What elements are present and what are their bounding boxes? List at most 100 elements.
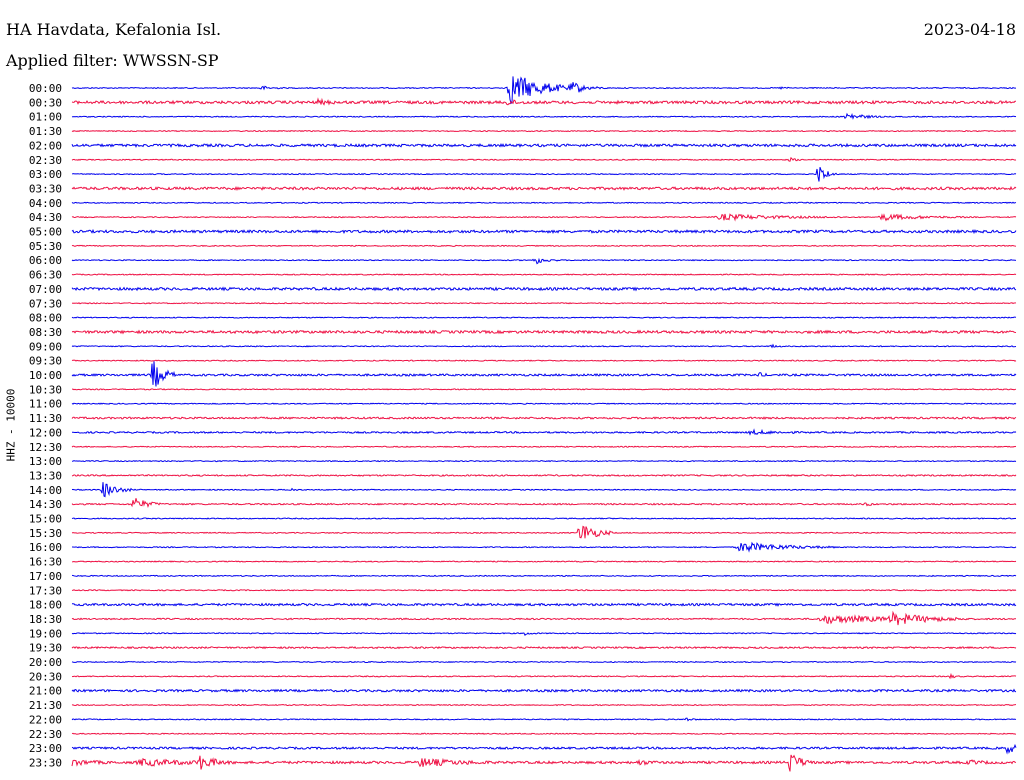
trace-row [71, 743, 1017, 755]
row-time-label: 05:30 [29, 240, 62, 253]
row-time-label: 18:30 [29, 613, 62, 626]
trace-row [71, 482, 1017, 498]
row-time-label: 16:30 [29, 556, 62, 569]
trace-row [71, 525, 1017, 539]
trace-row [71, 316, 1017, 319]
row-time-label: 07:00 [29, 283, 62, 296]
row-time-label: 17:30 [29, 584, 62, 597]
trace-row [71, 428, 1017, 436]
row-time-label: 02:00 [29, 139, 62, 152]
row-time-label: 15:00 [29, 513, 62, 526]
trace-row [71, 142, 1017, 148]
row-time-label: 22:30 [29, 728, 62, 741]
row-time-label: 20:00 [29, 656, 62, 669]
row-time-label: 21:30 [29, 699, 62, 712]
row-time-label: 22:00 [29, 713, 62, 726]
trace-row [71, 213, 1017, 222]
trace-row [71, 286, 1017, 292]
trace-row [71, 273, 1017, 276]
trace-row [71, 574, 1017, 578]
row-time-label: 01:00 [29, 111, 62, 124]
row-time-label: 13:30 [29, 469, 62, 482]
trace-row [71, 646, 1017, 650]
trace-row [71, 185, 1017, 191]
trace-row [71, 632, 1017, 636]
trace-row [71, 201, 1017, 204]
row-time-label: 21:00 [29, 685, 62, 698]
row-time-label: 01:30 [29, 125, 62, 138]
trace-row [71, 703, 1017, 707]
row-time-label: 03:30 [29, 182, 62, 195]
row-time-label: 23:30 [29, 756, 62, 769]
row-time-label: 05:00 [29, 226, 62, 239]
row-time-label: 06:30 [29, 269, 62, 282]
row-time-label: 06:00 [29, 254, 62, 267]
trace-row [71, 688, 1017, 693]
row-time-label: 14:30 [29, 498, 62, 511]
row-time-label: 19:00 [29, 627, 62, 640]
trace-row [71, 112, 1017, 120]
row-time-label: 00:00 [29, 82, 62, 95]
trace-row [71, 97, 1017, 106]
trace-row [71, 602, 1017, 607]
trace-row [71, 329, 1017, 335]
trace-row [71, 129, 1017, 133]
filter-label: Applied filter: WWSSN-SP [6, 51, 219, 70]
row-time-label: 09:30 [29, 355, 62, 368]
row-time-label: 11:00 [29, 398, 62, 411]
row-time-label: 10:00 [29, 369, 62, 382]
row-time-label: 10:30 [29, 383, 62, 396]
trace-row [71, 228, 1017, 235]
trace-row [71, 541, 1017, 553]
trace-row [71, 343, 1017, 349]
trace-row [71, 610, 1017, 626]
row-time-label: 13:00 [29, 455, 62, 468]
row-time-label: 12:30 [29, 441, 62, 454]
row-time-label: 20:30 [29, 670, 62, 683]
trace-row [71, 589, 1017, 592]
trace-row [71, 459, 1017, 463]
row-time-label: 16:00 [29, 541, 62, 554]
trace-row [71, 732, 1017, 735]
trace-row [71, 474, 1017, 477]
trace-row [71, 359, 1017, 362]
trace-row [71, 156, 1017, 162]
trace-row [71, 560, 1017, 563]
row-time-label: 19:30 [29, 642, 62, 655]
trace-row [71, 660, 1017, 664]
row-time-label: 00:30 [29, 96, 62, 109]
trace-row [71, 672, 1017, 680]
row-time-label: 08:00 [29, 312, 62, 325]
trace-row [71, 302, 1017, 305]
trace-row [71, 257, 1017, 265]
trace-row [71, 76, 1017, 105]
station-title: HA Havdata, Kefalonia Isl. [6, 20, 222, 39]
trace-row [71, 361, 1017, 387]
row-time-label: 07:30 [29, 297, 62, 310]
row-time-label: 08:30 [29, 326, 62, 339]
row-time-label: 14:00 [29, 484, 62, 497]
trace-row [71, 717, 1017, 722]
row-time-label: 18:00 [29, 599, 62, 612]
row-time-label: 04:00 [29, 197, 62, 210]
row-time-label: 09:00 [29, 340, 62, 353]
trace-row [71, 498, 1017, 508]
row-time-label: 12:00 [29, 426, 62, 439]
row-time-label: 03:00 [29, 168, 62, 181]
row-time-label: 23:00 [29, 742, 62, 755]
trace-row [71, 388, 1017, 391]
row-time-label: 15:30 [29, 527, 62, 540]
trace-row [71, 754, 1017, 772]
trace-row [71, 167, 1017, 182]
trace-row [71, 445, 1017, 448]
trace-row [71, 244, 1017, 247]
row-time-label: 11:30 [29, 412, 62, 425]
trace-row [71, 416, 1017, 420]
trace-row [71, 517, 1017, 520]
date-label: 2023-04-18 [923, 20, 1016, 39]
row-time-label: 17:00 [29, 570, 62, 583]
row-time-label: 02:30 [29, 154, 62, 167]
row-time-label: 04:30 [29, 211, 62, 224]
trace-row [71, 402, 1017, 405]
